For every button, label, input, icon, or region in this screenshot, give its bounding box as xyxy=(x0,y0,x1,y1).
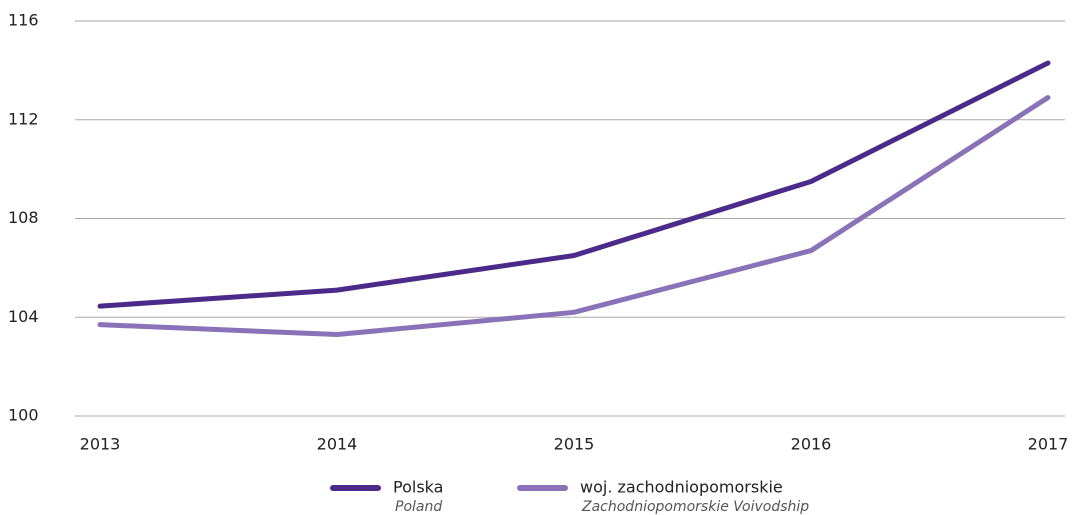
x-tick-label: 2015 xyxy=(554,435,595,454)
x-tick-label: 2013 xyxy=(80,435,121,454)
series-line xyxy=(97,60,1051,309)
legend-sublabel: Zachodniopomorskie Voivodship xyxy=(581,499,809,515)
legend-sublabel: Poland xyxy=(395,499,442,515)
y-tick-label: 108 xyxy=(8,208,39,227)
series-line xyxy=(97,95,1051,338)
y-tick-label: 116 xyxy=(8,11,39,30)
legend-label: Polska xyxy=(393,478,443,497)
y-tick-label: 100 xyxy=(8,406,39,425)
legend-label: woj. zachodniopomorskie xyxy=(580,478,783,497)
y-tick-label: 112 xyxy=(8,109,39,128)
y-tick-label: 104 xyxy=(8,307,39,326)
x-tick-label: 2017 xyxy=(1028,435,1069,454)
x-tick-label: 2016 xyxy=(791,435,832,454)
x-tick-label: 2014 xyxy=(317,435,358,454)
